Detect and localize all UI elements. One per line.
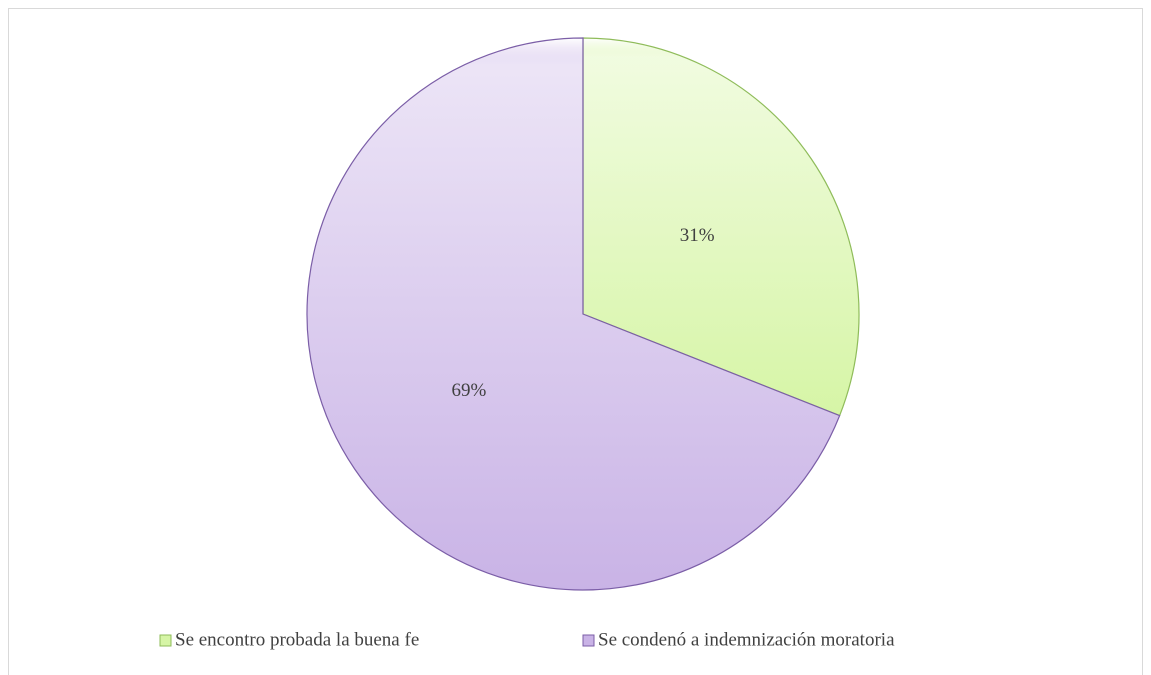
data-label: 31% xyxy=(680,225,715,246)
legend-swatch xyxy=(159,634,172,647)
legend-swatch xyxy=(582,634,595,647)
pie-slice xyxy=(306,37,841,591)
pie-slice xyxy=(582,37,860,417)
legend-label: Se condenó a indemnización moratoria xyxy=(598,629,895,650)
data-label: 69% xyxy=(451,380,486,401)
legend-label: Se encontro probada la buena fe xyxy=(175,629,419,650)
